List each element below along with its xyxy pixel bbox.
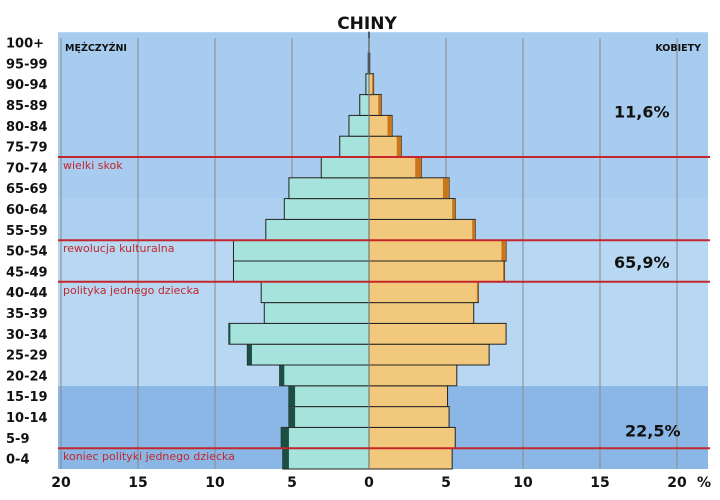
male-bar: [232, 260, 370, 283]
female-bar: [368, 239, 507, 262]
x-tick-label: 20: [51, 475, 71, 491]
male-bar: [246, 343, 370, 366]
age-tick-label: 35-39: [6, 307, 48, 322]
age-tick-label: 75-79: [6, 141, 48, 156]
male-bar: [348, 114, 370, 137]
x-tick-label: 20: [667, 475, 687, 491]
x-unit-label: %: [697, 475, 711, 491]
x-tick-label: 10: [205, 475, 225, 491]
x-tick-label: 15: [128, 475, 147, 491]
age-tick-label: 50-54: [6, 245, 48, 260]
female-bar: [368, 343, 490, 366]
female-bar: [368, 302, 475, 324]
age-tick-label: 70-74: [6, 161, 48, 176]
male-bar-excess: [288, 407, 296, 427]
x-tick-label: 5: [287, 475, 297, 491]
male-bar: [232, 239, 370, 262]
male-bar: [279, 364, 370, 387]
male-bar: [280, 426, 370, 449]
female-bar: [368, 364, 458, 387]
male-bar: [260, 281, 370, 304]
event-label: polityka jednego dziecka: [63, 284, 199, 297]
age-tick-label: 0-4: [6, 453, 30, 468]
female-bar: [368, 218, 476, 241]
female-bar: [368, 322, 507, 345]
male-bar: [288, 406, 370, 428]
female-bar-excess: [452, 199, 456, 219]
event-label: wielki skok: [63, 159, 123, 172]
female-bar-excess: [472, 219, 476, 240]
female-bar: [368, 385, 449, 408]
chart-title: CHINY: [337, 14, 397, 34]
female-bar-excess: [378, 95, 382, 115]
right-side-label: KOBIETY: [655, 43, 701, 54]
age-tick-label: 30-34: [6, 328, 48, 343]
band-percentage: 11,6%: [614, 102, 670, 121]
age-tick-label: 15-19: [6, 390, 48, 405]
age-tick-label: 85-89: [6, 99, 48, 114]
x-tick-label: 10: [513, 475, 533, 491]
female-bar-excess: [372, 74, 374, 95]
male-bar: [339, 135, 370, 158]
age-tick-label: 100+: [6, 37, 44, 52]
female-bar: [368, 447, 453, 470]
female-bar-excess: [396, 136, 402, 157]
male-bar-excess: [282, 448, 289, 469]
female-bar-excess: [502, 261, 505, 282]
age-tick-label: 65-69: [6, 182, 48, 197]
band-percentage: 22,5%: [625, 421, 681, 440]
female-bar-excess: [387, 115, 393, 136]
event-label: rewolucja kulturalna: [63, 242, 175, 255]
event-label: koniec polityki jednego dziecka: [63, 450, 235, 463]
female-bar: [368, 135, 402, 158]
age-tick-label: 45-49: [6, 265, 48, 280]
age-tick-label: 60-64: [6, 203, 48, 218]
male-bar: [359, 94, 370, 116]
male-bar-excess: [279, 365, 285, 386]
male-bar: [320, 156, 370, 179]
age-tick-label: 80-84: [6, 120, 48, 135]
male-bar: [228, 322, 370, 345]
age-tick-label: 55-59: [6, 224, 48, 239]
female-bar: [368, 260, 506, 283]
female-bar-excess: [501, 240, 507, 261]
age-tick-label: 20-24: [6, 369, 48, 384]
x-tick-label: 0: [364, 475, 374, 491]
female-bar-excess: [415, 157, 422, 178]
male-bar: [288, 177, 370, 200]
bars: [228, 31, 507, 470]
age-tick-label: 25-29: [6, 349, 48, 364]
female-bar: [368, 198, 456, 220]
female-bar: [368, 406, 450, 428]
female-bar: [368, 156, 422, 179]
male-bar-excess: [288, 386, 296, 407]
age-tick-label: 95-99: [6, 57, 48, 72]
age-tick-label: 10-14: [6, 411, 48, 426]
female-bar: [368, 426, 456, 449]
male-bar: [265, 218, 370, 241]
age-tick-label: 5-9: [6, 432, 30, 447]
male-bar-excess: [281, 427, 289, 448]
male-bar: [288, 385, 370, 408]
male-bar: [283, 198, 370, 220]
event-lines: wielki skok rewolucja kulturalna polityka …: [58, 156, 710, 463]
male-bar-excess: [247, 344, 252, 365]
axes: 0-4 5-9 10-14 15-19 20-24 25-29 30-34 35-39 40-4…: [6, 37, 711, 491]
male-bar-excess: [228, 323, 231, 344]
labels: 22,5% 65,9% 11,6%: [614, 102, 681, 440]
male-bar: [263, 302, 370, 324]
female-bar: [368, 281, 479, 304]
x-tick-label: 5: [441, 475, 451, 491]
male-bar: [282, 447, 370, 470]
age-tick-label: 40-44: [6, 286, 48, 301]
band-percentage: 65,9%: [614, 253, 670, 272]
age-tick-label: 90-94: [6, 78, 48, 93]
female-bar: [368, 177, 450, 200]
x-tick-label: 15: [590, 475, 609, 491]
female-bar-excess: [442, 178, 450, 199]
female-bar-excess: [476, 282, 479, 303]
left-side-label: MĘŻCZYŹNI: [65, 42, 127, 54]
